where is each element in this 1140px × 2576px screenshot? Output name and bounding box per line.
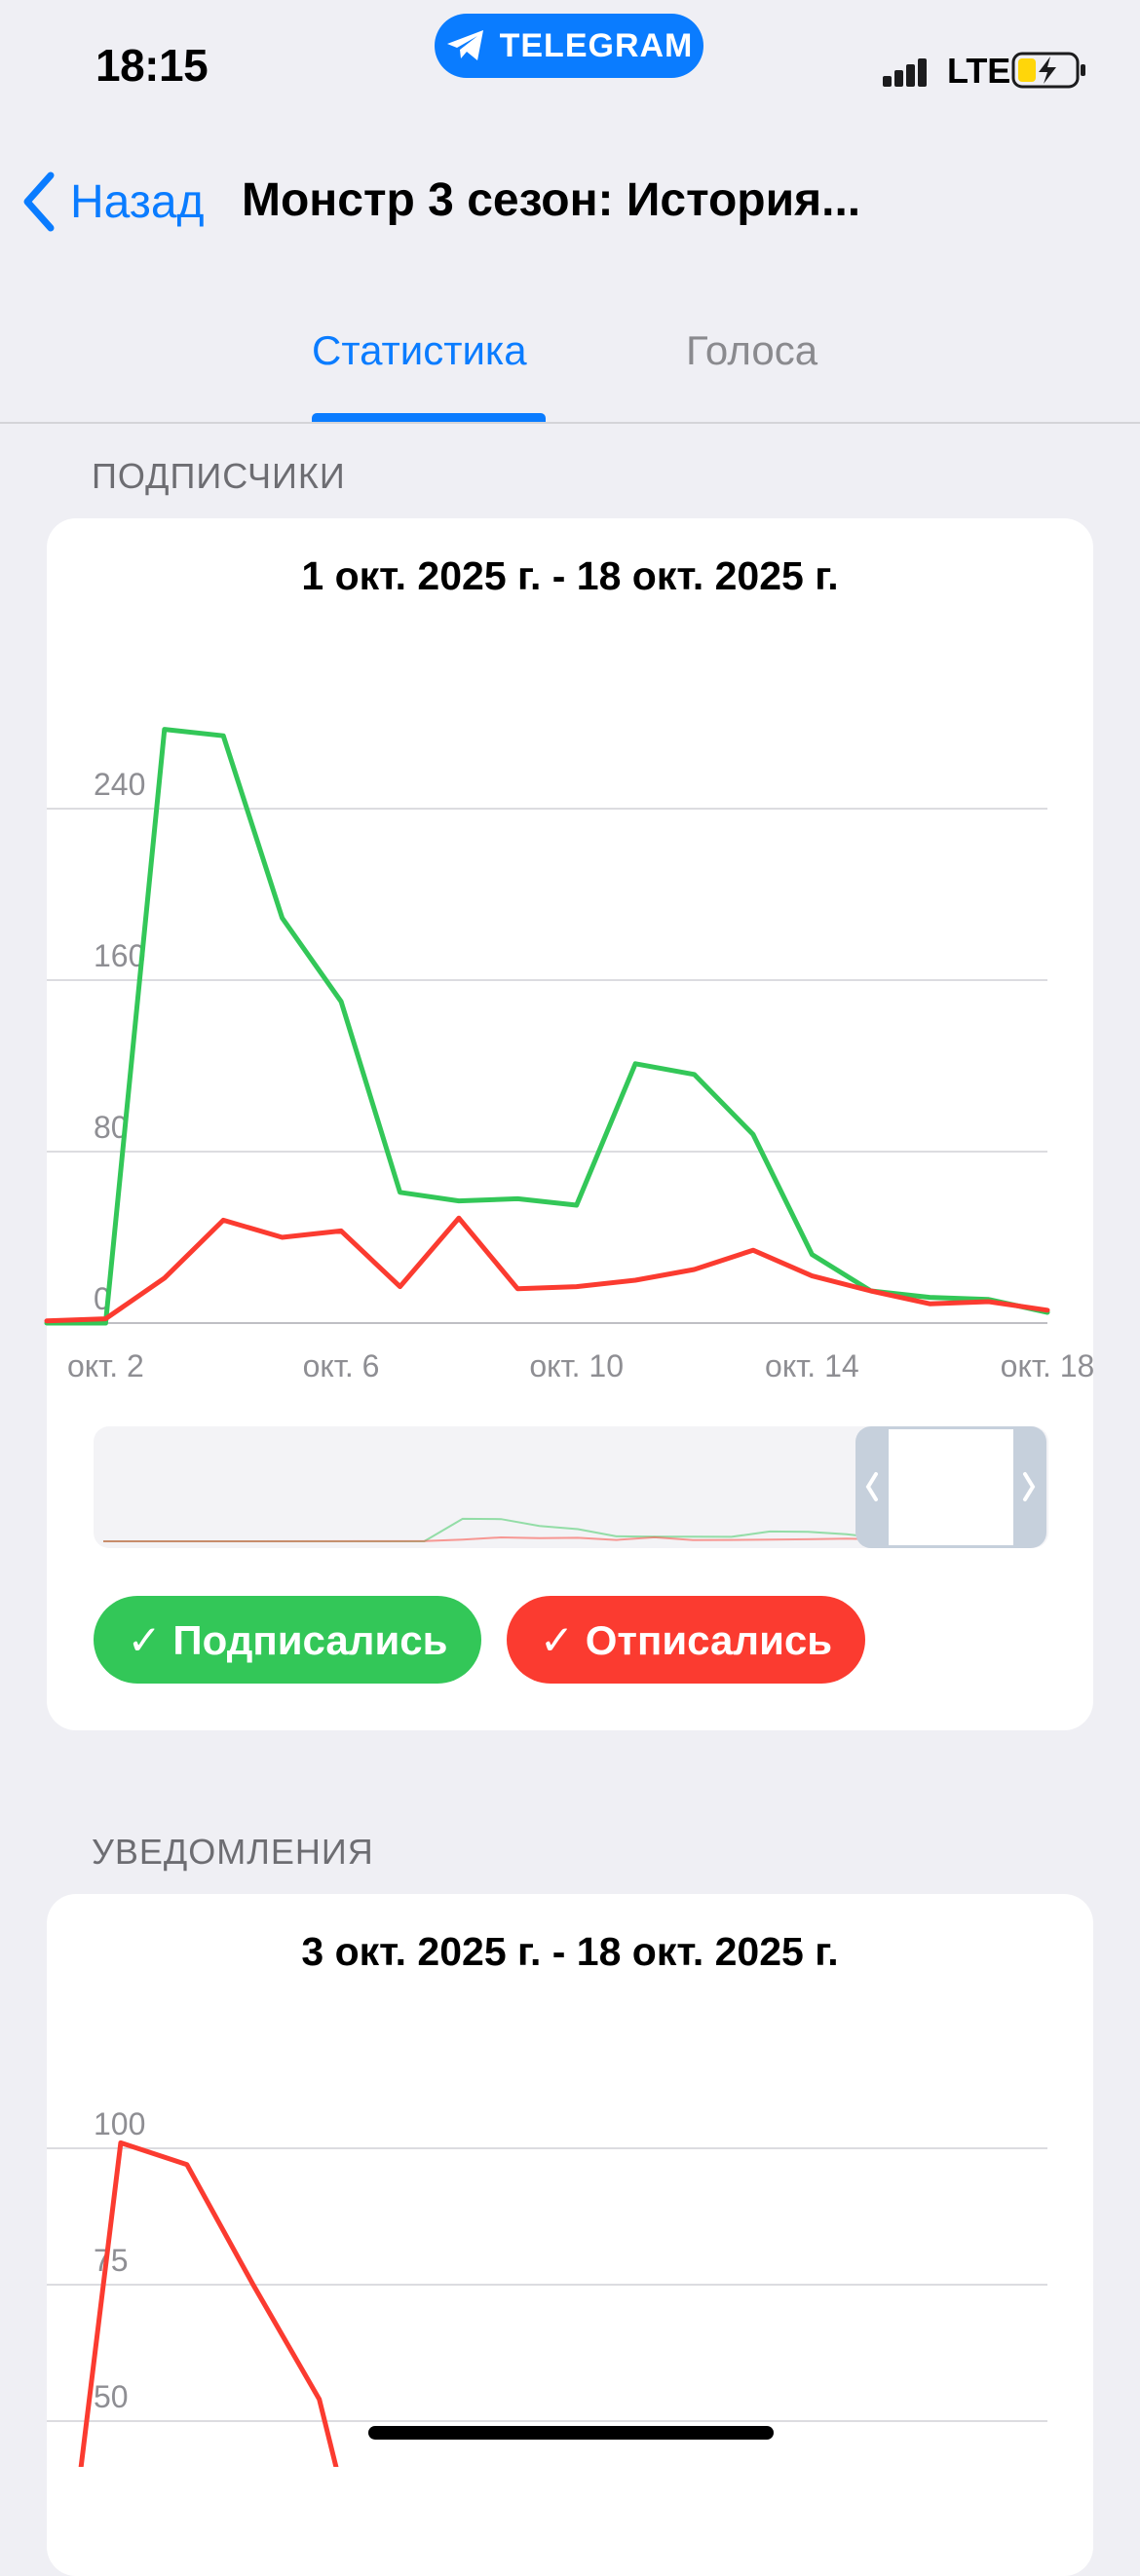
y-tick-label: 75 [94, 2243, 129, 2278]
range-selector[interactable] [94, 1426, 1048, 1548]
series-line-0 [55, 2142, 1047, 2467]
x-tick-label: окт. 2 [67, 1348, 144, 1383]
back-label: Назад [70, 175, 205, 229]
notifications-date-range: 3 окт. 2025 г. - 18 окт. 2025 г. [0, 1929, 1140, 1975]
y-tick-label: 240 [94, 767, 145, 802]
y-tick-label: 50 [94, 2379, 129, 2414]
section-label-notifications: УВЕДОМЛЕНИЯ [92, 1832, 374, 1873]
legend-toggle-joined[interactable]: ✓ Подписались [94, 1596, 481, 1684]
network-type: LTE [947, 51, 1010, 92]
active-tab-indicator [312, 413, 546, 422]
x-tick-label: окт. 14 [765, 1348, 859, 1383]
legend-joined-label: ✓ Подписались [128, 1616, 448, 1664]
x-tick-label: окт. 10 [529, 1348, 624, 1383]
series-line-0 [47, 730, 1047, 1323]
legend-toggle-left[interactable]: ✓ Отписались [507, 1596, 865, 1684]
home-indicator[interactable] [368, 2426, 774, 2440]
return-to-telegram-pill[interactable]: TELEGRAM [435, 14, 703, 78]
tabs-divider [0, 422, 1140, 424]
battery-charging-icon [1011, 51, 1089, 90]
signal-icon [883, 55, 937, 92]
page-title: Монстр 3 сезон: История... [242, 173, 1119, 227]
chevron-left-icon [21, 171, 57, 232]
status-time: 18:15 [95, 39, 208, 92]
y-tick-label: 160 [94, 938, 145, 973]
series-line-1 [47, 1218, 1047, 1321]
back-button[interactable]: Назад [21, 168, 205, 236]
tab-statistics[interactable]: Статистика [312, 327, 527, 386]
range-selector-window-inner [889, 1429, 1013, 1545]
y-tick-label: 100 [94, 2106, 145, 2141]
section-label-subscribers: ПОДПИСЧИКИ [92, 456, 346, 497]
x-tick-label: окт. 6 [303, 1348, 380, 1383]
tab-votes[interactable]: Голоса [686, 327, 817, 386]
subscribers-date-range: 1 окт. 2025 г. - 18 окт. 2025 г. [0, 553, 1140, 599]
notifications-chart: 50 75 100 [0, 2046, 1140, 2467]
x-tick-label: окт. 18 [1001, 1348, 1095, 1383]
app-pill-label: TELEGRAM [500, 27, 694, 65]
legend-left-label: ✓ Отписались [540, 1616, 832, 1664]
telegram-plane-icon [445, 28, 486, 63]
